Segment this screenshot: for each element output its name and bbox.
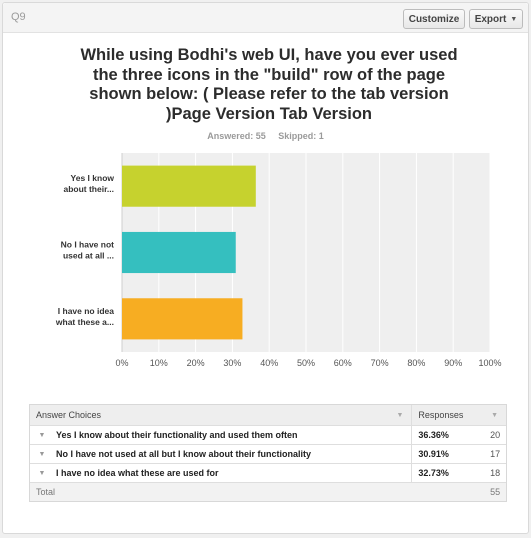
response-percent: 32.73% [418,468,449,478]
x-tick-label: 60% [334,358,352,368]
chevron-down-icon: ▼ [510,15,518,23]
x-tick-label: 50% [297,358,315,368]
sort-icon: ▼ [396,411,404,419]
card-header: Q9 Customize Export ▼ [3,3,528,33]
x-tick-label: 10% [150,358,168,368]
answer-choices-label: Answer Choices [36,410,102,420]
x-tick-label: 90% [444,358,462,368]
bar [122,298,243,340]
bar [122,165,256,207]
response-count: 17 [490,449,501,459]
x-tick-label: 0% [115,358,128,368]
category-label: No I have not [61,240,115,250]
total-count: 55 [490,487,501,497]
table-header: Answer Choices ▼ Responses ▼ [30,405,506,425]
answer-table: Answer Choices ▼ Responses ▼ ▼ Yes I know… [29,404,507,502]
category-label: Yes I know [71,173,115,183]
customize-label: Customize [408,13,460,25]
question-number: Q9 [11,11,26,23]
customize-button[interactable]: Customize [403,9,465,29]
response-percent: 36.36% [418,430,449,440]
answered-skipped: Answered: 55 Skipped: 1 [3,131,528,141]
x-tick-label: 80% [407,358,425,368]
x-tick-label: 30% [223,358,241,368]
table-row: ▼ Yes I know about their functionality an… [30,425,506,444]
choice-label: No I have not used at all but I know abo… [56,449,312,459]
choice-label: Yes I know about their functionality and… [56,430,298,440]
table-row: ▼ No I have not used at all but I know ab… [30,444,506,463]
answered-count: Answered: 55 [207,131,266,141]
total-label: Total [36,487,56,497]
category-label: about their... [63,184,114,194]
category-label: used at all ... [63,251,114,261]
response-count: 20 [490,430,501,440]
table-row: ▼ I have no idea what these are used for … [30,463,506,482]
expand-icon[interactable]: ▼ [38,469,46,477]
bar [122,231,236,274]
skipped-count: Skipped: 1 [278,131,324,141]
responses-label: Responses [418,410,464,420]
responses-header[interactable]: Responses ▼ [412,405,506,425]
x-tick-label: 100% [478,358,501,368]
sort-icon: ▼ [491,411,498,419]
category-label: I have no idea [58,306,114,316]
expand-icon[interactable]: ▼ [38,450,46,458]
response-percent: 30.91% [418,449,449,459]
answer-choices-header[interactable]: Answer Choices ▼ [30,405,413,425]
bar-chart: 0% 10% 20% 30% 40% 50% 60% 70% 80% 90% 100% Yes I k… [55,153,502,368]
export-label: Export [474,13,507,25]
response-count: 18 [490,468,501,478]
export-button[interactable]: Export ▼ [469,9,523,29]
x-tick-label: 20% [187,358,205,368]
x-tick-label: 70% [371,358,389,368]
question-title: While using Bodhi's web UI, have you eve… [80,46,458,123]
choice-label: I have no idea what these are used for [56,468,219,478]
expand-icon[interactable]: ▼ [38,431,46,439]
x-tick-label: 40% [260,358,278,368]
category-label: what these a... [55,317,114,327]
table-total-row: Total 55 [30,482,506,501]
